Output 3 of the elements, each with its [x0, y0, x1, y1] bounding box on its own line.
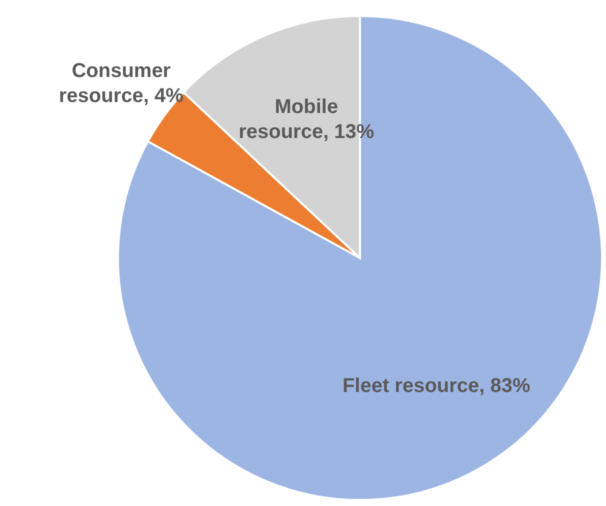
- slice-label: Consumer resource, 4%: [58, 60, 184, 108]
- slice-label: Fleet resource, 83%: [342, 375, 531, 398]
- slice-label: Mobile resource, 13%: [238, 96, 374, 144]
